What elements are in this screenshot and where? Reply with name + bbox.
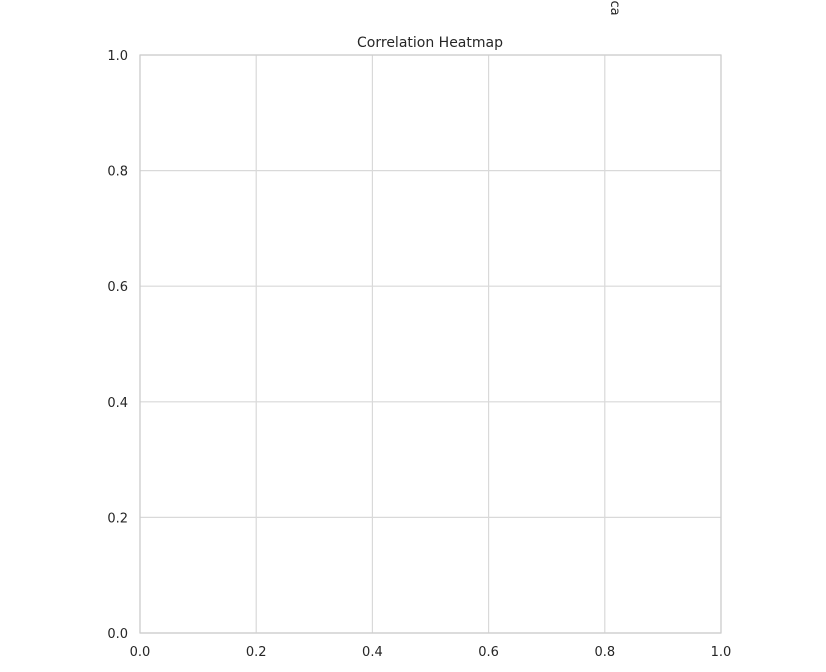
- x-tick-label: 0.8: [594, 645, 615, 660]
- x-tick-label: 0.0: [130, 645, 151, 660]
- y-tick-label: 0.2: [107, 511, 128, 526]
- x-axis-ticks: 0.0 0.2 0.4 0.6 0.8 1.0: [130, 645, 732, 660]
- axes-spine: [139, 54, 722, 634]
- x-tick-label: 1.0: [711, 645, 732, 660]
- x-tick-label: 0.4: [362, 645, 383, 660]
- axes-background: [140, 55, 721, 633]
- grid-lines: [139, 54, 722, 634]
- x-tick-label: 0.6: [478, 645, 499, 660]
- y-tick-label: 1.0: [107, 49, 128, 64]
- y-axis-ticks: 0.0 0.2 0.4 0.6 0.8 1.0: [107, 49, 128, 642]
- stray-label: ca: [607, 0, 622, 15]
- chart-title: Correlation Heatmap: [357, 35, 503, 51]
- y-tick-label: 0.0: [107, 627, 128, 642]
- y-tick-label: 0.8: [107, 165, 128, 180]
- y-tick-label: 0.4: [107, 396, 128, 411]
- x-tick-label: 0.2: [246, 645, 267, 660]
- y-tick-label: 0.6: [107, 280, 128, 295]
